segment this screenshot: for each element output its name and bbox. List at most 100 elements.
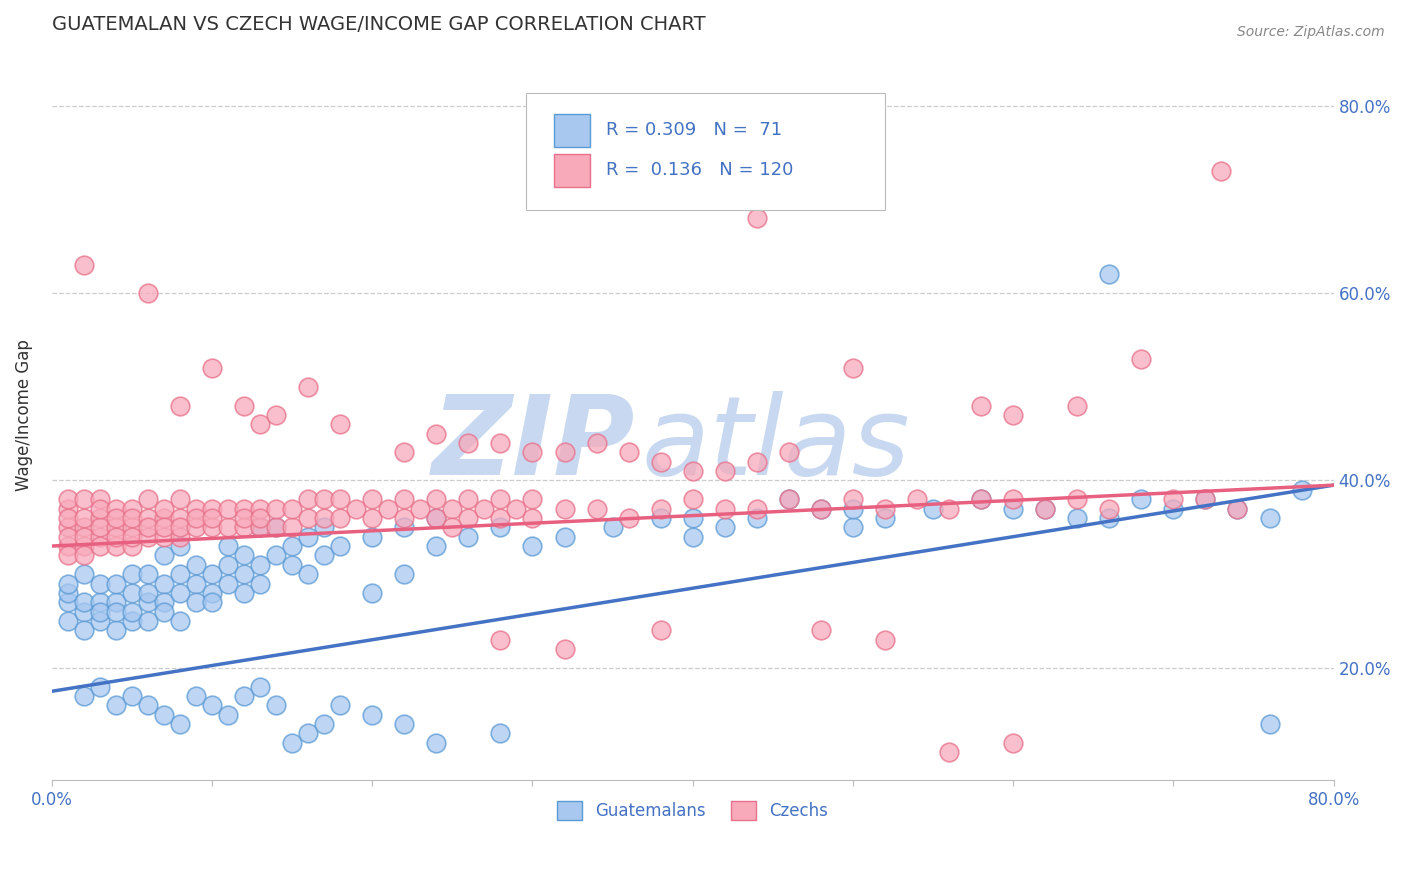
Point	[89, 530, 111, 544]
Point	[104, 501, 127, 516]
FancyBboxPatch shape	[554, 154, 591, 186]
Point	[104, 539, 127, 553]
Point	[249, 501, 271, 516]
Point	[217, 576, 239, 591]
Point	[56, 501, 79, 516]
Point	[617, 445, 640, 459]
Point	[425, 511, 447, 525]
Point	[201, 567, 224, 582]
Point	[361, 707, 384, 722]
Point	[249, 520, 271, 534]
Point	[89, 501, 111, 516]
Point	[778, 492, 800, 507]
Point	[201, 501, 224, 516]
Point	[297, 492, 319, 507]
Point	[1130, 492, 1153, 507]
Point	[1098, 501, 1121, 516]
Point	[810, 501, 832, 516]
Point	[56, 520, 79, 534]
Point	[73, 567, 96, 582]
Point	[1226, 501, 1249, 516]
Point	[121, 689, 143, 703]
Point	[361, 492, 384, 507]
Point	[1258, 511, 1281, 525]
Point	[297, 511, 319, 525]
Point	[329, 698, 352, 713]
Point	[778, 445, 800, 459]
Point	[505, 501, 527, 516]
Point	[73, 511, 96, 525]
Point	[104, 520, 127, 534]
Point	[1002, 408, 1025, 422]
Point	[489, 632, 512, 647]
Text: GUATEMALAN VS CZECH WAGE/INCOME GAP CORRELATION CHART: GUATEMALAN VS CZECH WAGE/INCOME GAP CORR…	[52, 15, 706, 34]
Point	[409, 501, 432, 516]
Point	[1163, 492, 1185, 507]
Point	[201, 511, 224, 525]
Point	[249, 520, 271, 534]
Point	[56, 492, 79, 507]
Point	[474, 501, 496, 516]
Point	[810, 624, 832, 638]
Point	[169, 586, 191, 600]
Point	[73, 549, 96, 563]
Point	[184, 511, 207, 525]
Point	[553, 501, 575, 516]
Point	[457, 511, 479, 525]
Point	[1066, 399, 1088, 413]
Point	[1033, 501, 1056, 516]
Point	[169, 399, 191, 413]
Point	[136, 520, 159, 534]
Point	[394, 567, 416, 582]
Point	[682, 492, 704, 507]
Point	[873, 511, 896, 525]
Point	[297, 567, 319, 582]
Point	[153, 707, 176, 722]
Point	[522, 492, 544, 507]
Point	[249, 558, 271, 572]
Text: Source: ZipAtlas.com: Source: ZipAtlas.com	[1237, 25, 1385, 39]
Point	[184, 558, 207, 572]
Text: atlas: atlas	[641, 391, 910, 498]
Point	[89, 492, 111, 507]
Point	[153, 520, 176, 534]
Point	[713, 520, 735, 534]
Point	[745, 501, 768, 516]
Legend: Guatemalans, Czechs: Guatemalans, Czechs	[550, 795, 835, 827]
Point	[489, 520, 512, 534]
Point	[217, 501, 239, 516]
Point	[233, 567, 256, 582]
Point	[264, 520, 287, 534]
Point	[217, 707, 239, 722]
Point	[970, 399, 993, 413]
Point	[153, 501, 176, 516]
Point	[873, 632, 896, 647]
Point	[249, 511, 271, 525]
Point	[73, 595, 96, 609]
Point	[810, 501, 832, 516]
Point	[89, 595, 111, 609]
Point	[73, 492, 96, 507]
Point	[184, 520, 207, 534]
Point	[329, 511, 352, 525]
Point	[169, 511, 191, 525]
Point	[329, 417, 352, 432]
Point	[1002, 501, 1025, 516]
Point	[89, 614, 111, 628]
Text: R = 0.309   N =  71: R = 0.309 N = 71	[606, 120, 782, 139]
Point	[264, 501, 287, 516]
Point	[617, 511, 640, 525]
Point	[553, 530, 575, 544]
Point	[233, 586, 256, 600]
Point	[394, 520, 416, 534]
FancyBboxPatch shape	[526, 94, 884, 211]
Point	[1002, 492, 1025, 507]
Point	[233, 689, 256, 703]
Point	[842, 492, 865, 507]
FancyBboxPatch shape	[554, 114, 591, 146]
Point	[56, 614, 79, 628]
Point	[745, 511, 768, 525]
Point	[89, 539, 111, 553]
Point	[89, 680, 111, 694]
Point	[602, 520, 624, 534]
